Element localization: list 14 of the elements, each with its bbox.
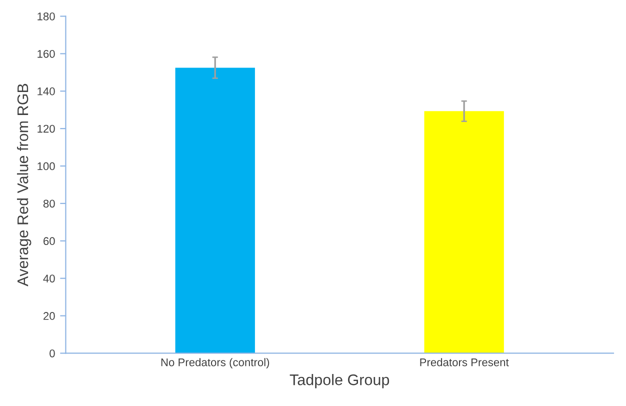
y-tick-label: 100 [38,162,55,170]
x-tick-label: No Predators (control) [161,358,270,368]
x-tick-label: Predators Present [420,358,509,366]
x-axis-title: Tadpole Group [290,374,390,388]
y-axis-title: Average Red Value from RGB [16,84,32,286]
y-tick-label: 40 [43,274,55,282]
y-tick-label: 60 [44,237,55,246]
y-tick-label: 160 [38,50,55,58]
y-tick-label: 20 [44,312,55,320]
y-tick-label: 120 [38,124,55,133]
y-tick-label: 180 [38,12,55,20]
y-tick-label: 0 [50,349,55,358]
y-tick-label: 80 [43,200,55,208]
y-tick-label: 140 [38,87,55,96]
